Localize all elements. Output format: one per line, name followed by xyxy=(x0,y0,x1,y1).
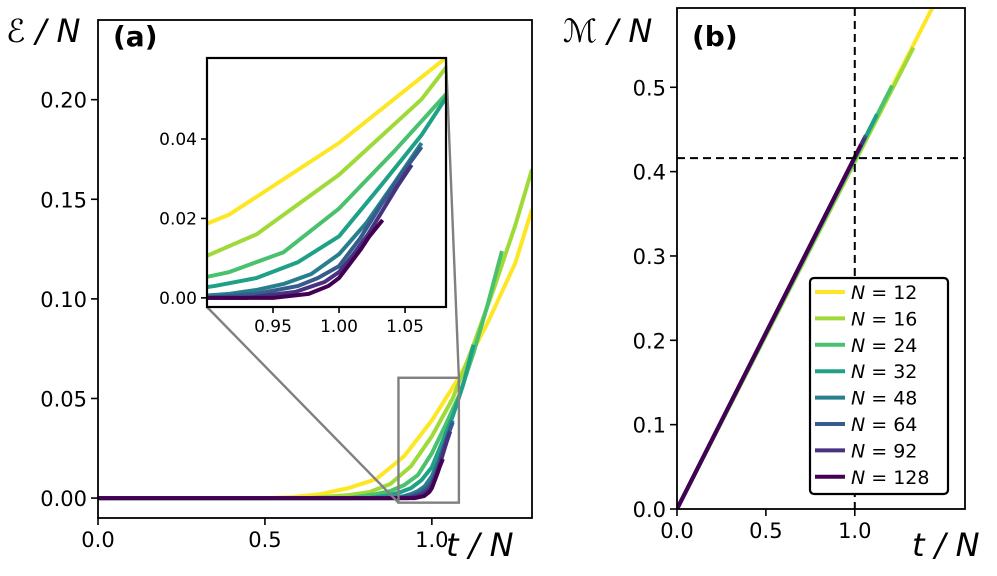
b-axes-frame xyxy=(676,7,966,510)
b-y-tick-label: 0.0 xyxy=(633,498,666,522)
inset-x-tick-label: 1.00 xyxy=(320,317,358,337)
b-y-tick-label: 0.3 xyxy=(633,245,666,269)
a-y-tick-label: 0.15 xyxy=(40,188,87,212)
legend: N = 12 N = 16 N = 24 N = 32 N = 48 N = 64 N = … xyxy=(808,276,950,496)
panel-a: 0.0 0.5 1.0 0.00 0.05 0.10 0.15 0.20 0.95 1.00 1.0… xyxy=(40,19,533,552)
b-y-tick-label: 0.2 xyxy=(633,329,666,353)
panel-label-b: (b) xyxy=(692,20,738,53)
legend-frame xyxy=(808,276,950,496)
a-zoom-connector xyxy=(206,306,400,504)
a-axes-frame xyxy=(97,19,533,519)
a-zoom-region xyxy=(397,376,461,504)
legend-label: N = 24 xyxy=(851,335,917,357)
ylabel-a: ℰ / N xyxy=(6,12,81,50)
legend-label: N = 48 xyxy=(851,388,917,410)
a-series-line-N24 xyxy=(98,250,504,501)
inset-series-line-N16 xyxy=(207,64,446,258)
panel-label-a: (a) xyxy=(113,20,158,53)
b-x-tick-label: 0.0 xyxy=(660,519,693,543)
inset-series-line-N24 xyxy=(207,91,446,279)
legend-label: N = 128 xyxy=(851,467,929,489)
b-y-tick-label: 0.4 xyxy=(633,161,666,185)
b-series-line-N128 xyxy=(677,143,863,509)
inset-x-tick-label: 0.95 xyxy=(254,317,292,337)
a-series-group xyxy=(98,168,532,501)
inset-y-tick-label: 0.00 xyxy=(159,289,197,309)
legend-label: N = 16 xyxy=(851,308,917,330)
legend-label: N = 32 xyxy=(851,361,917,383)
inset-series-line-N32 xyxy=(207,94,446,290)
xlabel-b: t / N xyxy=(912,526,980,564)
inset-frame xyxy=(205,56,448,309)
a-zoom-connector xyxy=(444,57,461,378)
inset-series-line-N128 xyxy=(207,218,385,300)
inset-x-tick-label: 1.05 xyxy=(386,317,424,337)
legend-label: N = 12 xyxy=(851,282,917,304)
a-x-tick-label: 1.0 xyxy=(415,528,448,552)
a-y-tick-label: 0.00 xyxy=(40,487,87,511)
ylabel-b: ℳ / N xyxy=(563,12,652,50)
inset-y-tick-label: 0.02 xyxy=(159,209,197,229)
a-series-line-N16 xyxy=(98,168,532,501)
a-x-tick-label: 0.0 xyxy=(81,528,114,552)
a-y-tick-label: 0.05 xyxy=(40,387,87,411)
b-y-tick-label: 0.1 xyxy=(633,414,666,438)
inset-y-tick-label: 0.04 xyxy=(159,130,197,150)
inset: 0.95 1.00 1.05 0.00 0.02 0.04 xyxy=(159,56,448,337)
panel-b: 0.0 0.5 1.00.00.10.20.30.40.5N = 12N = 16N… xyxy=(633,7,966,543)
inset-series-line-N92 xyxy=(207,163,414,300)
a-y-tick-label: 0.10 xyxy=(40,288,87,312)
legend-label: N = 64 xyxy=(851,414,917,436)
a-series-line-N128 xyxy=(98,458,445,501)
xlabel-a: t / N xyxy=(446,526,514,564)
b-y-tick-label: 0.5 xyxy=(633,76,666,100)
legend-label: N = 92 xyxy=(851,440,917,462)
a-y-tick-label: 0.20 xyxy=(40,89,87,113)
a-x-tick-label: 0.5 xyxy=(248,528,281,552)
b-x-tick-label: 1.0 xyxy=(838,519,871,543)
b-x-tick-label: 0.5 xyxy=(749,519,782,543)
inset-series-group xyxy=(207,58,446,300)
b-series-group xyxy=(677,8,935,509)
